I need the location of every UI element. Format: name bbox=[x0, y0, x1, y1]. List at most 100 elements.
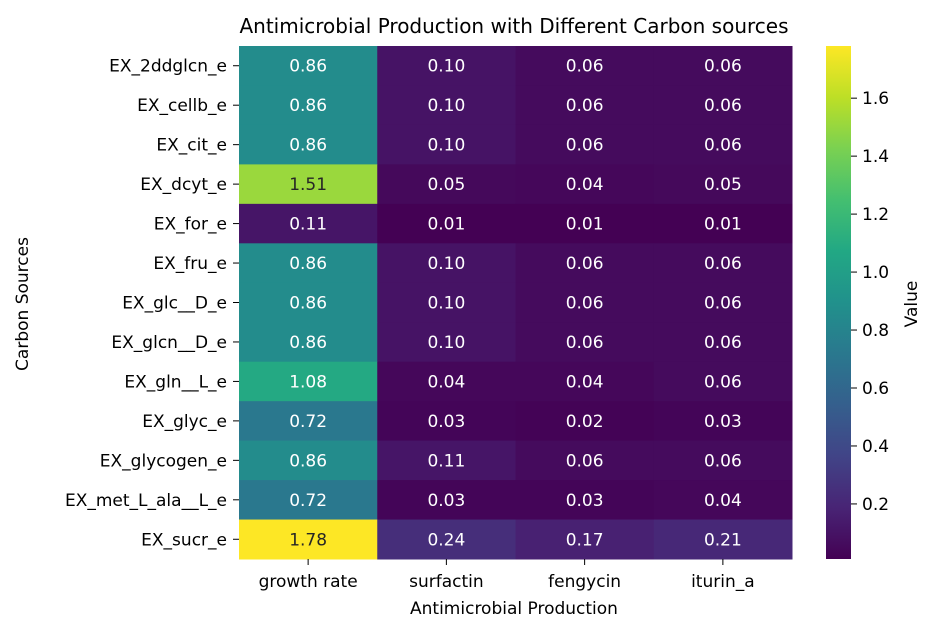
heatmap-cell bbox=[377, 46, 516, 86]
cell-value-label: 0.05 bbox=[704, 175, 742, 195]
heatmap-cell bbox=[377, 282, 516, 323]
heatmap-cell bbox=[515, 46, 655, 86]
heatmap-cell bbox=[515, 480, 655, 521]
cell-value-label: 0.06 bbox=[566, 96, 604, 116]
colorbar-tick-label: 0.6 bbox=[862, 379, 889, 399]
heatmap-cell bbox=[239, 440, 378, 481]
heatmap-cell bbox=[377, 361, 516, 402]
heatmap-cell bbox=[515, 164, 655, 205]
cell-value-label: 0.86 bbox=[289, 57, 327, 77]
cell-value-label: 0.10 bbox=[427, 254, 465, 274]
colorbar: 0.2 0.4 0.6 0.8 1.0 1.2 1.4 1.6 Value bbox=[826, 46, 922, 559]
heatmap-cell bbox=[515, 124, 655, 165]
heatmap-cell bbox=[653, 164, 793, 205]
y-tick-label: EX_2ddglcn_e bbox=[109, 57, 227, 77]
cell-value-label: 0.05 bbox=[427, 175, 465, 195]
heatmap-cell bbox=[515, 361, 655, 402]
heatmap-cell bbox=[653, 203, 793, 244]
y-tick-label: EX_cit_e bbox=[156, 136, 227, 156]
heatmap-cell bbox=[377, 440, 516, 481]
heatmap-cell bbox=[239, 401, 378, 442]
cell-value-label: 0.06 bbox=[566, 136, 604, 156]
heatmap-cell bbox=[239, 164, 378, 205]
heatmap-cell bbox=[653, 519, 793, 560]
cell-value-label: 0.01 bbox=[427, 215, 465, 235]
heatmap-cell bbox=[239, 85, 378, 126]
heatmap-cell bbox=[239, 203, 378, 244]
y-tick-label: EX_sucr_e bbox=[141, 530, 227, 550]
y-tick-label: EX_fru_e bbox=[153, 254, 227, 274]
heatmap-cell bbox=[377, 243, 516, 284]
cell-value-label: 0.03 bbox=[427, 412, 465, 432]
cell-value-label: 0.04 bbox=[566, 372, 604, 392]
heatmap-cell bbox=[515, 440, 655, 481]
heatmap-cell bbox=[515, 282, 655, 323]
heatmap-cell bbox=[377, 322, 516, 363]
heatmap-cell bbox=[653, 440, 793, 481]
heatmap-cell bbox=[377, 124, 516, 165]
heatmap-cell bbox=[515, 203, 655, 244]
cell-value-label: 0.10 bbox=[427, 57, 465, 77]
y-tick-label: EX_dcyt_e bbox=[140, 175, 227, 195]
heatmap-cell bbox=[377, 203, 516, 244]
heatmap-cell bbox=[377, 480, 516, 521]
cell-value-label: 0.72 bbox=[289, 491, 327, 511]
cell-value-label: 0.10 bbox=[427, 96, 465, 116]
y-tick-label: EX_glc__D_e bbox=[122, 294, 227, 314]
colorbar-tick-label: 1.2 bbox=[862, 205, 889, 225]
cell-value-label: 0.86 bbox=[289, 451, 327, 471]
colorbar-tick-label: 0.4 bbox=[862, 437, 889, 457]
cell-value-label: 0.06 bbox=[704, 451, 742, 471]
heatmap-cell bbox=[377, 401, 516, 442]
cell-value-label: 0.06 bbox=[704, 333, 742, 353]
y-tick-labels: EX_2ddglcn_e EX_cellb_e EX_cit_e EX_dcyt_e E… bbox=[65, 57, 239, 550]
heatmap-cell bbox=[377, 164, 516, 205]
cell-value-label: 0.10 bbox=[427, 136, 465, 156]
heatmap-cell bbox=[239, 46, 378, 86]
cell-value-label: 0.11 bbox=[289, 215, 327, 235]
cell-value-label: 0.11 bbox=[427, 451, 465, 471]
colorbar-tick-label: 1.6 bbox=[862, 89, 889, 109]
x-tick-label: growth rate bbox=[259, 572, 358, 592]
cell-value-label: 0.03 bbox=[566, 491, 604, 511]
heatmap-cell bbox=[653, 85, 793, 126]
cell-value-label: 1.08 bbox=[289, 372, 327, 392]
colorbar-tick-label: 1.0 bbox=[862, 263, 889, 283]
colorbar-ticks: 0.2 0.4 0.6 0.8 1.0 1.2 1.4 1.6 bbox=[851, 89, 889, 515]
heatmap-cell bbox=[515, 401, 655, 442]
heatmap-cell bbox=[653, 46, 793, 86]
heatmap-cell bbox=[653, 361, 793, 402]
cell-value-label: 0.72 bbox=[289, 412, 327, 432]
heatmap-cell bbox=[653, 480, 793, 521]
heatmap-cell bbox=[239, 282, 378, 323]
heatmap-cell bbox=[239, 519, 378, 560]
heatmap-cell bbox=[653, 322, 793, 363]
heatmap-cell bbox=[239, 480, 378, 521]
heatmap-cell bbox=[653, 124, 793, 165]
cell-value-label: 0.06 bbox=[704, 57, 742, 77]
cell-value-label: 0.86 bbox=[289, 333, 327, 353]
cell-value-label: 0.06 bbox=[566, 451, 604, 471]
y-axis-label: Carbon Sources bbox=[13, 237, 33, 371]
chart-title: Antimicrobial Production with Different … bbox=[239, 14, 788, 38]
cell-value-label: 1.78 bbox=[289, 530, 327, 550]
x-tick-label: surfactin bbox=[409, 572, 484, 592]
cell-value-label: 0.06 bbox=[566, 254, 604, 274]
heatmap-cell bbox=[239, 243, 378, 284]
heatmap-cell bbox=[515, 322, 655, 363]
cell-value-label: 1.51 bbox=[289, 175, 327, 195]
cell-value-label: 0.06 bbox=[704, 372, 742, 392]
cell-value-label: 0.06 bbox=[704, 136, 742, 156]
heatmap-cell bbox=[515, 519, 655, 560]
heatmap-cell bbox=[239, 361, 378, 402]
colorbar-tick-label: 0.8 bbox=[862, 321, 889, 341]
cell-value-label: 0.06 bbox=[566, 57, 604, 77]
cell-value-label: 0.17 bbox=[566, 530, 604, 550]
cell-value-label: 0.04 bbox=[427, 372, 465, 392]
cell-value-label: 0.86 bbox=[289, 254, 327, 274]
heatmap-cell bbox=[377, 85, 516, 126]
cell-value-label: 0.04 bbox=[566, 175, 604, 195]
x-tick-labels: growth rate surfactin fengycin iturin_a bbox=[259, 559, 755, 592]
cell-value-label: 0.10 bbox=[427, 294, 465, 314]
